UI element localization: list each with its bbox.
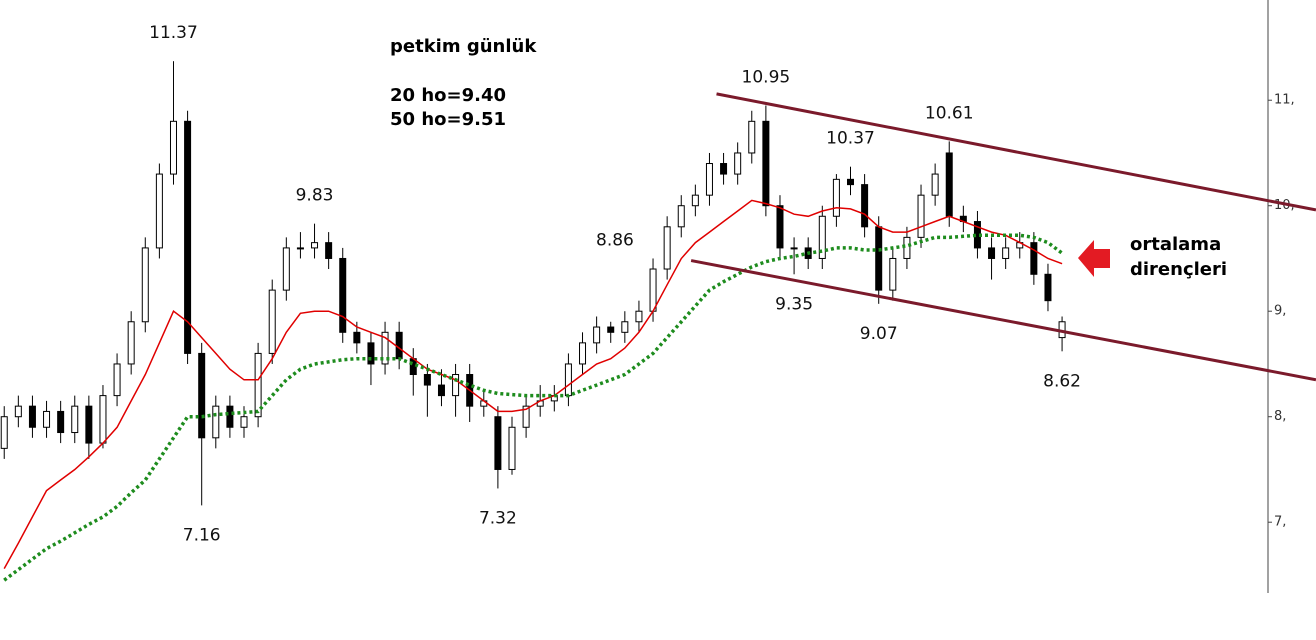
candle-body <box>790 247 798 250</box>
candle-body <box>311 242 319 249</box>
candle-body <box>127 321 135 365</box>
candle-body <box>71 405 79 434</box>
note: ortalama <box>1130 234 1221 255</box>
candle-body <box>579 342 587 365</box>
candle-body <box>635 310 643 323</box>
candle-body <box>85 405 93 444</box>
candle-body <box>508 426 516 470</box>
candle-body <box>988 247 996 259</box>
candle-body <box>917 194 925 238</box>
candle-body <box>14 405 22 418</box>
candle-body <box>169 120 177 175</box>
y-tick-label: 7, <box>1274 515 1286 530</box>
candle-body <box>494 416 502 470</box>
note: dirençleri <box>1130 259 1227 280</box>
candle-body <box>945 152 953 217</box>
price-label: 7.16 <box>183 525 221 545</box>
candle-body <box>762 120 770 207</box>
candle-body <box>325 242 333 259</box>
candle-body <box>720 163 728 175</box>
candle-body <box>254 352 262 418</box>
candle-body <box>353 331 361 344</box>
candle-body <box>861 184 869 228</box>
candle-body <box>141 247 149 323</box>
candle-body <box>564 363 572 397</box>
candle-body <box>1030 242 1038 275</box>
price-label: 9.83 <box>296 186 334 206</box>
price-label: 9.35 <box>775 294 813 314</box>
y-tick-label: 11, <box>1274 93 1295 108</box>
legend-text: 50 ho=9.51 <box>390 109 506 130</box>
candle-body <box>28 405 36 428</box>
price-label: 10.61 <box>925 103 974 123</box>
channel-line <box>690 259 1316 382</box>
candle-body <box>57 410 65 434</box>
candle-body <box>931 173 939 196</box>
candle-body <box>705 163 713 196</box>
candle-body <box>43 410 51 428</box>
candle-body <box>734 152 742 175</box>
candle-body <box>155 173 163 249</box>
candle-body <box>593 326 601 344</box>
candle-body <box>437 384 445 397</box>
candle-body <box>395 331 403 360</box>
candle-body <box>818 215 826 259</box>
candle-body <box>776 205 784 249</box>
candle-body <box>226 405 234 428</box>
candle-body <box>889 257 897 291</box>
candle-body <box>296 247 304 250</box>
candle-body <box>691 194 699 207</box>
candle-body <box>1044 273 1052 302</box>
candle-body <box>903 236 911 259</box>
y-tick-label: 8, <box>1274 409 1286 424</box>
price-label: 10.37 <box>826 129 875 149</box>
channel-line <box>716 92 1316 212</box>
candle-body <box>1002 247 1010 259</box>
y-tick-label: 9, <box>1274 304 1286 319</box>
candle-body <box>0 416 8 449</box>
candle-body <box>367 342 375 365</box>
candle-body <box>621 321 629 333</box>
price-label: 11.37 <box>149 23 198 43</box>
candle-body <box>649 268 657 312</box>
candle-body <box>99 395 107 444</box>
candle-body <box>113 363 121 397</box>
title: petkim günlük <box>390 36 537 57</box>
candle-body <box>268 289 276 354</box>
price-label: 10.95 <box>742 67 791 87</box>
candle-body <box>875 226 883 291</box>
candle-body <box>522 405 530 428</box>
candle-body <box>339 257 347 333</box>
candle-body <box>423 374 431 386</box>
candle-body <box>748 120 756 154</box>
price-label: 9.07 <box>860 324 898 344</box>
candle-body <box>381 331 389 365</box>
moving-average <box>3 233 1064 582</box>
candle-body <box>677 205 685 228</box>
candle-body <box>847 178 855 186</box>
candle-body <box>198 352 206 439</box>
candle-body <box>240 416 248 428</box>
price-label: 8.62 <box>1043 371 1081 391</box>
price-label: 8.86 <box>596 231 634 251</box>
arrow <box>1078 240 1110 277</box>
moving-average <box>3 199 1063 569</box>
candle-body <box>607 326 615 333</box>
candle-body <box>282 247 290 291</box>
price-label: 7.32 <box>479 508 517 528</box>
candle-body <box>184 120 192 354</box>
candle-body <box>663 226 671 270</box>
candle-body <box>832 178 840 217</box>
candle-body <box>212 405 220 439</box>
candle-body <box>452 374 460 397</box>
legend-text: 20 ho=9.40 <box>390 85 506 106</box>
